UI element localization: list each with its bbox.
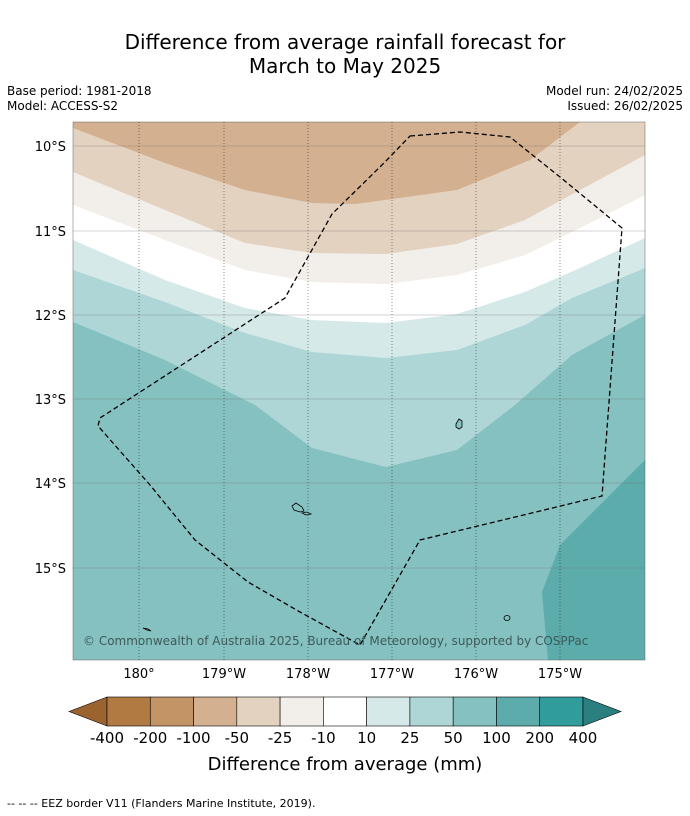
colorbar-segment [106, 696, 151, 727]
colorbar-label: 400 [569, 729, 598, 747]
base-period: Base period: 1981-2018 [7, 84, 152, 98]
map-frame [72, 121, 646, 661]
copyright-notice: © Commonwealth of Australia 2025, Bureau… [83, 634, 588, 648]
map-title: Difference from average rainfall forecas… [0, 30, 690, 78]
colorbar-segment [409, 696, 454, 727]
meta-right: Model run: 24/02/2025 Issued: 26/02/2025 [546, 84, 683, 114]
model-run: Model run: 24/02/2025 [545, 84, 683, 98]
lat-tick: 15°S [35, 562, 66, 577]
band-minus100-minus50 [73, 122, 580, 204]
colorbar-label: -25 [268, 729, 293, 747]
colorbar-label: 25 [400, 729, 419, 747]
colorbar-segment [323, 696, 367, 727]
lon-tick: 177°W [370, 667, 414, 682]
lat-tick: 14°S [35, 477, 66, 492]
islands [142, 418, 511, 632]
model-name: Model: ACCESS-S2 [7, 99, 119, 113]
island-2 [291, 502, 305, 513]
latitude-lines [73, 145, 645, 569]
lon-tick: 176°W [454, 667, 498, 682]
lat-tick: 12°S [35, 309, 66, 324]
colorbar-label: -100 [177, 729, 211, 747]
colorbar-segment [496, 696, 541, 727]
colorbar-label: -400 [90, 729, 124, 747]
issued-date: Issued: 26/02/2025 [567, 99, 683, 113]
colorbar-segment [149, 696, 194, 727]
lat-tick: 11°S [35, 225, 66, 240]
band-100-200-corner [542, 460, 645, 660]
colorbar-label: 100 [482, 729, 511, 747]
title-line-2: March to May 2025 [248, 54, 442, 78]
lat-tick: 13°S [35, 393, 66, 408]
colorbar-segment [366, 696, 411, 727]
island-4 [503, 615, 511, 621]
colorbar: -400 -200 -100 -50 -25 -10 10 25 50 100 200 400 [68, 696, 622, 747]
island-5 [142, 627, 152, 632]
lat-tick-labels: 10°S 11°S 12°S 13°S 14°S 15°S [35, 140, 66, 577]
rainfall-map: © Commonwealth of Australia 2025, Bureau… [73, 122, 645, 660]
colorbar-segment [539, 696, 584, 727]
colorbar-extend-low [68, 696, 108, 727]
colorbar-label: 10 [357, 729, 376, 747]
island-1 [455, 418, 463, 430]
colorbar-segment [452, 696, 497, 727]
eez-border-line [97, 131, 623, 646]
colorbar-label: 50 [444, 729, 463, 747]
colorbar-title: Difference from average (mm) [208, 754, 483, 775]
lon-tick-labels: 180° 179°W 178°W 177°W 176°W 175°W [123, 667, 582, 682]
colorbar-segment [193, 696, 238, 727]
title-line-1: Difference from average rainfall forecas… [124, 30, 566, 54]
lat-tick: 10°S [35, 140, 66, 155]
colorbar-label: -200 [133, 729, 167, 747]
colorbar-segment [236, 696, 281, 727]
colorbar-extend-high [582, 696, 622, 727]
lon-tick: 178°W [286, 667, 330, 682]
island-3 [300, 511, 313, 516]
colorbar-label: -10 [311, 729, 336, 747]
meta-left: Base period: 1981-2018 Model: ACCESS-S2 [7, 84, 152, 114]
eez-legend-footer: -- -- -- EEZ border V11 (Flanders Marine… [7, 797, 316, 810]
lon-tick: 180° [123, 667, 154, 682]
colorbar-label: 200 [525, 729, 554, 747]
colorbar-segment [279, 696, 324, 727]
lon-tick: 179°W [202, 667, 246, 682]
colorbar-label: -50 [225, 729, 250, 747]
lon-tick: 175°W [538, 667, 582, 682]
